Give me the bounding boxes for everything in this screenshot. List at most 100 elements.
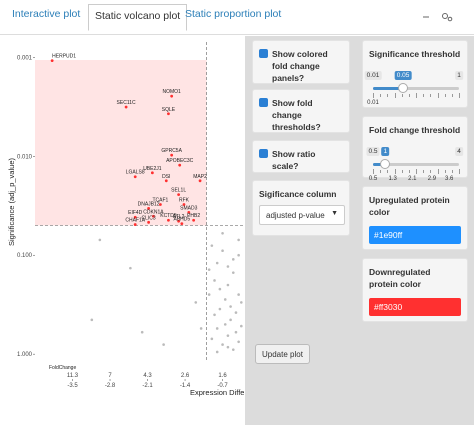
point	[237, 293, 240, 296]
y-tick-label: 1.000	[17, 352, 33, 358]
slider-tick	[423, 170, 425, 173]
point-down	[50, 59, 54, 63]
gene-label: LGALS8	[126, 170, 145, 176]
slider-fill	[373, 163, 386, 166]
point	[234, 311, 238, 314]
point	[98, 238, 102, 242]
select[interactable]: adjusted p-value ▼	[259, 205, 345, 225]
well: Show ratio scale?	[252, 140, 350, 173]
gene-label: DNAJB12	[138, 201, 160, 207]
point	[240, 301, 243, 304]
y-tick-label: 0.100	[17, 253, 33, 259]
slider-value: 1	[381, 147, 390, 156]
tab-active[interactable]: Static volcano plot	[88, 4, 188, 31]
point	[240, 324, 243, 328]
well: Show fold change thresholds?	[252, 89, 350, 133]
slider-value: 0.05	[394, 71, 412, 80]
point	[207, 293, 211, 296]
point	[231, 271, 235, 274]
fold-tick-label: 4.3	[143, 373, 152, 379]
slider-tick	[387, 170, 389, 173]
gene-label: SMAD3	[180, 205, 197, 211]
point-down	[167, 112, 170, 116]
point	[210, 337, 214, 341]
point-down	[133, 215, 137, 219]
fold-tick-label: 1.6	[218, 373, 227, 379]
slider-tick	[459, 93, 460, 98]
slider-tick	[451, 170, 453, 173]
fold-label: FoldChange	[49, 365, 76, 371]
point	[226, 334, 230, 337]
x-tick-label: -1.4	[180, 383, 191, 389]
gene-label: DSI	[162, 174, 170, 180]
input-label: Upregulated protein color	[369, 195, 450, 217]
down-panel	[35, 60, 207, 226]
checkbox[interactable]	[259, 49, 268, 58]
checkbox-label: Show fold change thresholds?	[272, 98, 321, 132]
y-tick-label: 0.001	[17, 55, 33, 61]
tab-bar	[0, 0, 474, 35]
slider-tick	[430, 170, 432, 173]
select-value: adjusted p-value	[266, 211, 325, 220]
slider-grid-label: 1.3	[388, 176, 397, 182]
gene-label: CLIC3	[142, 215, 156, 221]
fold-tick-label: 11.3	[67, 373, 79, 379]
point	[229, 305, 232, 308]
slider-tick	[373, 93, 374, 98]
slider-handle[interactable]	[398, 83, 409, 93]
gene-label: MAP2	[193, 174, 207, 180]
point	[129, 266, 132, 270]
point	[218, 307, 222, 311]
point	[194, 301, 198, 304]
point	[231, 348, 235, 351]
input-label: Downregulated protein color	[369, 267, 431, 289]
slider-handle[interactable]	[380, 159, 391, 169]
color-input[interactable]: #1e90ff	[369, 226, 461, 244]
gene-label: NOMO1	[162, 89, 181, 95]
well: Significance threshold 0.01 1 0.05 0.01	[362, 40, 468, 108]
slider-min: 0.5	[366, 147, 380, 156]
toolbar-icons[interactable]	[418, 8, 458, 24]
point-down	[147, 220, 151, 224]
point-down	[164, 179, 168, 183]
gene-label: SQLE	[162, 107, 176, 113]
point	[207, 268, 211, 271]
slider-tick	[401, 170, 403, 173]
slider-tick	[423, 94, 425, 97]
point	[221, 231, 224, 235]
checkbox[interactable]	[259, 149, 268, 158]
tab[interactable]: Interactive plot	[12, 8, 81, 20]
checkbox[interactable]	[259, 98, 268, 107]
point	[229, 318, 232, 322]
tab[interactable]: Static proportion plot	[185, 8, 282, 20]
gene-label: KCTD5	[160, 213, 177, 219]
gene-label: SEC11C	[117, 100, 136, 106]
point-down	[177, 219, 181, 223]
slider-track	[373, 163, 459, 166]
slider-tick	[387, 94, 389, 97]
point	[210, 244, 214, 247]
point	[215, 261, 219, 265]
point-down	[198, 179, 202, 183]
gene-label: HERPUD1	[52, 54, 76, 60]
well: Fold change threshold 0.5 4 1 1.3 2.1 2.9 3.6 0.…	[362, 116, 468, 182]
gene-label: APOBEC3C	[166, 158, 194, 164]
point	[140, 330, 144, 334]
slider-min: 0.01	[364, 71, 382, 80]
update-button[interactable]: Update plot	[255, 344, 310, 364]
fold-tick-label: 7	[108, 373, 112, 379]
x-tick-label: -3.5	[67, 383, 78, 389]
x-axis-title: Expression Differe	[190, 388, 244, 397]
point-down	[177, 193, 181, 197]
color-input[interactable]: #ff3030	[369, 298, 461, 316]
slider-tick	[444, 170, 446, 173]
point-down	[167, 218, 170, 222]
point-down	[159, 203, 162, 206]
point	[162, 343, 165, 346]
gene-label: CDKN1A	[143, 209, 164, 215]
point	[221, 343, 224, 346]
point	[237, 238, 240, 242]
slider-grid-label: 0.01	[367, 100, 379, 106]
gene-label: EIF4D	[128, 210, 143, 216]
point	[218, 287, 222, 291]
